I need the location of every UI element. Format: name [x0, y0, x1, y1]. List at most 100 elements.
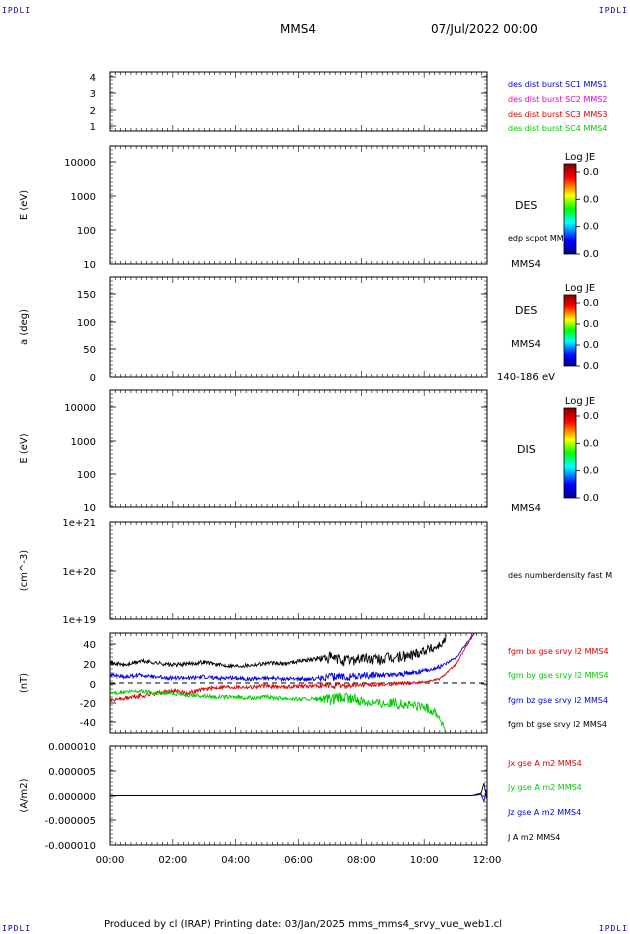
colorbar-tick-label: 0.0	[583, 222, 599, 233]
footer-credits: Produced by cl (IRAP) Printing date: 03/…	[104, 919, 503, 930]
y-tick-label: 0.000005	[48, 767, 96, 778]
y-axis-label: E (eV)	[19, 433, 30, 463]
legend-entry: Jy gse A m2 MMS4	[507, 783, 582, 792]
series-line-p6-3	[109, 688, 447, 733]
y-tick-label: -20	[80, 699, 96, 710]
legend-entry: fgm bt gse srvy l2 MMS4	[508, 720, 607, 729]
corner-label-tr: IPDLI	[598, 6, 628, 15]
colorbar-tick-label: 0.0	[583, 167, 599, 178]
y-tick-label: -0.000005	[45, 816, 96, 827]
series-line-p7-1	[110, 782, 488, 800]
y-tick-label: 0	[90, 373, 96, 384]
legend-entry: Jz gse A m2 MMS4	[507, 808, 581, 817]
legend-entry: des dist burst SC2 MMS2	[508, 95, 607, 104]
colorbar-tick-label: 0.0	[583, 249, 599, 260]
panel-frame-p3	[109, 276, 488, 378]
colorbar-tick-label: 0.0	[583, 194, 599, 205]
colorbar	[563, 407, 577, 499]
y-tick-label: 1e+20	[62, 567, 96, 578]
y-tick-label: 1000	[71, 437, 96, 448]
date-title: 07/Jul/2022 00:00	[431, 22, 538, 36]
y-tick-label: 100	[77, 318, 96, 329]
legend-entry: Jx gse A m2 MMS4	[507, 759, 582, 768]
legend-entry: fgm bx gse srvy l2 MMS4	[508, 647, 609, 656]
y-tick-label: 10000	[64, 403, 96, 414]
x-tick-label: 12:00	[473, 855, 502, 866]
legend-entry: J A m2 MMS4	[507, 833, 560, 842]
y-tick-label: -0.000010	[45, 841, 96, 852]
legend-entry: fgm by gse srvy l2 MMS4	[508, 671, 609, 680]
colorbar-tick-label: 0.0	[583, 319, 599, 330]
y-tick-label: 40	[83, 640, 96, 651]
y-tick-label: 0.000000	[48, 792, 96, 803]
panel-frame-p2	[109, 145, 488, 265]
series-line-p6-0	[109, 634, 447, 670]
y-tick-label: 4	[90, 73, 96, 84]
colorbar	[563, 163, 577, 255]
y-axis-label: a (deg)	[19, 309, 30, 345]
panel-frame-p1	[109, 71, 488, 132]
y-tick-label: 1	[90, 122, 96, 133]
y-tick-label: 10	[83, 260, 96, 271]
colorbar-tick-label: 0.0	[583, 438, 599, 449]
side-label: edp scpot MMS4	[508, 234, 574, 243]
series-line-p7-0	[110, 787, 488, 803]
colorbar-tick-label: 0.0	[583, 411, 599, 422]
y-axis-label: E (eV)	[19, 190, 30, 220]
colorbar-title: Log JE	[565, 283, 595, 294]
y-tick-label: 0.000010	[48, 742, 96, 753]
legend-entry: fgm bz gse srvy l2 MMS4	[508, 696, 608, 705]
x-tick-label: 00:00	[96, 855, 125, 866]
panel-frame-p4	[109, 389, 488, 508]
side-label: MMS4	[511, 259, 541, 270]
corner-label-tl: IPDLI	[2, 6, 32, 15]
y-tick-label: 10	[83, 503, 96, 514]
panel-frame-p5	[109, 521, 488, 620]
legend-entry: des dist burst SC4 MMS4	[508, 124, 607, 133]
side-label: MMS4	[511, 503, 541, 514]
y-axis-label: (A/m2)	[19, 778, 30, 812]
y-tick-label: 1000	[71, 192, 96, 203]
x-tick-label: 02:00	[158, 855, 187, 866]
side-label: MMS4	[511, 339, 541, 350]
corner-label-bl: IPDLI	[2, 924, 32, 933]
x-tick-label: 04:00	[221, 855, 250, 866]
y-tick-label: 100	[77, 226, 96, 237]
y-tick-label: 1e+19	[62, 615, 96, 626]
y-tick-label: 3	[90, 89, 96, 100]
legend-entry: des dist burst SC3 MMS3	[508, 110, 607, 119]
x-tick-label: 06:00	[284, 855, 313, 866]
y-tick-label: 2	[90, 106, 96, 117]
spacecraft-title: MMS4	[280, 22, 316, 36]
x-tick-label: 08:00	[347, 855, 376, 866]
colorbar-tick-label: 0.0	[583, 466, 599, 477]
colorbar-title: Log JE	[565, 396, 595, 407]
side-label: DES	[515, 304, 537, 317]
colorbar-tick-label: 0.0	[583, 361, 599, 372]
y-tick-label: 100	[77, 470, 96, 481]
colorbar-tick-label: 0.0	[583, 340, 599, 351]
y-tick-label: 10000	[64, 158, 96, 169]
legend-entry: des dist burst SC1 MMS1	[508, 80, 607, 89]
corner-label-br: IPDLI	[598, 924, 628, 933]
colorbar-title: Log JE	[565, 152, 595, 163]
y-tick-label: 0	[90, 680, 96, 691]
y-tick-label: 50	[83, 345, 96, 356]
legend-entry: des numberdensity fast M	[508, 571, 612, 580]
y-axis-label: (cm^-3)	[19, 550, 30, 591]
side-label: DES	[515, 199, 537, 212]
y-tick-label: -40	[80, 718, 96, 729]
colorbar-tick-label: 0.0	[583, 493, 599, 504]
y-tick-label: 150	[77, 290, 96, 301]
side-label: DIS	[517, 443, 536, 456]
y-tick-label: 20	[83, 660, 96, 671]
colorbar-tick-label: 0.0	[583, 298, 599, 309]
y-axis-label: (nT)	[19, 673, 30, 693]
series-line-p6-2	[110, 632, 475, 703]
x-tick-label: 10:00	[410, 855, 439, 866]
colorbar	[563, 294, 577, 367]
series-line-p6-1	[109, 632, 475, 683]
side-label: 140-186 eV	[497, 372, 555, 383]
y-tick-label: 1e+21	[62, 518, 96, 529]
